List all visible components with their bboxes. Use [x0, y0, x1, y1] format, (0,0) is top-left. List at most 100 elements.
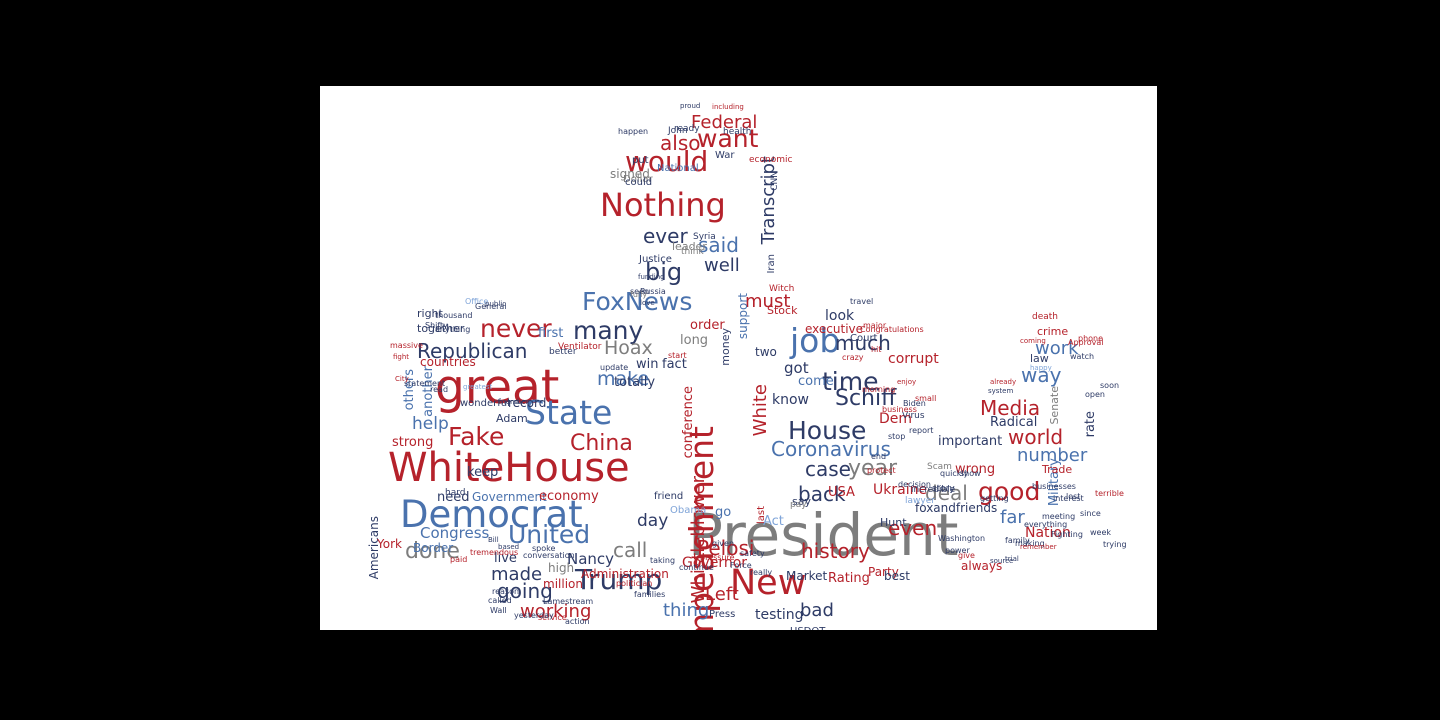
word-hard: hard	[445, 488, 466, 498]
word-going: going	[497, 579, 553, 603]
word-always: always	[961, 559, 1003, 573]
word-syria: Syria	[693, 232, 716, 242]
word-trade: Trade	[1042, 463, 1073, 476]
word-congratulations: Congratulations	[860, 325, 924, 334]
word-win: win	[636, 357, 659, 372]
word-better: better	[549, 347, 577, 357]
word-office: Office	[465, 297, 489, 306]
word-hit: hit	[871, 345, 882, 354]
word-open: open	[1085, 390, 1105, 399]
word-ventilator: Ventilator	[558, 342, 602, 352]
word-interest: interest	[1053, 494, 1084, 503]
word-thousand: thousand	[435, 311, 473, 320]
word-court: Court	[850, 333, 878, 344]
word-john: John	[668, 126, 688, 136]
word-business: business	[882, 405, 917, 414]
word-nation: Nation	[1025, 525, 1071, 541]
word-major: major	[863, 321, 887, 330]
word-big: big	[645, 258, 683, 286]
word-system: system	[988, 387, 1014, 395]
word-way: way	[1021, 363, 1062, 387]
word-pay: pay	[790, 500, 807, 510]
word-scam: Scam	[927, 462, 952, 472]
word-thing: thing	[663, 600, 710, 621]
word-making: making	[1015, 539, 1045, 548]
word-businesses: businesses	[1032, 482, 1076, 491]
word-time: time	[822, 367, 879, 396]
word-continue: continue	[679, 563, 714, 572]
word-end: end	[871, 452, 887, 461]
word-love: love	[640, 299, 655, 307]
word-live: live	[494, 551, 517, 566]
word-keep: keep	[467, 465, 499, 480]
word-coronavirus: Coronavirus	[771, 437, 891, 461]
word-pelosi: Pelosi	[697, 536, 755, 560]
word-even: even	[888, 516, 938, 540]
word-support: support	[736, 293, 750, 340]
word-general: General	[475, 302, 507, 311]
word-national: National	[657, 163, 699, 174]
word-right: right	[417, 307, 443, 320]
word-money: money	[719, 328, 732, 366]
word-need: need	[437, 490, 470, 505]
word-bill: Bill	[488, 536, 499, 544]
word-foxandfriends: foxandfriends	[915, 501, 998, 515]
word-two: two	[755, 345, 777, 359]
word-stock: Stock	[767, 304, 798, 317]
word-president: President	[688, 501, 959, 569]
word-wonderful: wonderful	[460, 398, 510, 409]
word-law: law	[1030, 352, 1049, 365]
word-left: Left	[705, 584, 739, 605]
word-iran: Iran	[766, 254, 777, 274]
word-united: United	[508, 520, 591, 549]
word-crazy: crazy	[842, 353, 864, 362]
word-remember: remember	[1020, 543, 1057, 551]
word-work: work	[1035, 338, 1079, 359]
word-really: really	[750, 568, 773, 577]
word-border: Border	[413, 541, 454, 555]
word-case: case	[805, 457, 851, 481]
word-terrible: terrible	[1095, 489, 1124, 498]
word-whitehouse: WhiteHouse	[388, 445, 630, 491]
word-could: could	[625, 177, 653, 188]
word-wall: Wall	[490, 606, 507, 615]
word-source: source	[990, 557, 1014, 565]
word-everything: everything	[1024, 520, 1068, 529]
word-would: would	[625, 145, 709, 178]
word-hunt: Hunt	[880, 516, 907, 529]
word-rating: Rating	[828, 571, 870, 586]
word-proud: proud	[680, 102, 701, 110]
word-also: also	[660, 131, 701, 155]
word-house: House	[788, 416, 867, 445]
word-service: service	[538, 613, 567, 622]
word-made: made	[491, 564, 543, 585]
word-protect: protect	[867, 466, 896, 475]
word-usa: USA	[828, 485, 855, 500]
word-funding: funding	[638, 273, 665, 281]
word-long: long	[680, 333, 709, 348]
word-economy: economy	[539, 489, 599, 504]
word-economic: economic	[749, 155, 793, 165]
word-biden: Biden	[903, 399, 926, 408]
word-said: said	[698, 233, 739, 257]
word-approval: Approval	[1068, 338, 1104, 347]
word-taking: taking	[650, 556, 676, 565]
word-public: public	[485, 300, 507, 308]
word-tremendous: tremendous	[470, 548, 519, 557]
word-last: last	[756, 506, 767, 525]
word-best: best	[884, 569, 910, 583]
word-reason: reason	[492, 587, 520, 596]
word-show: show	[960, 469, 981, 478]
word-adam: Adam	[496, 412, 528, 425]
word-great: great	[435, 360, 560, 415]
word-dem: Dem	[879, 411, 913, 427]
word-far: far	[1000, 507, 1025, 528]
word-media: Media	[980, 396, 1041, 420]
word-ever: ever	[643, 224, 688, 248]
word-act: Act	[763, 514, 784, 529]
word-cloud-canvas: President WhiteHouse great Democrat New Impea…	[320, 86, 1157, 630]
word-party: Party	[868, 565, 899, 579]
word-trump: Trump	[575, 563, 663, 596]
word-world: world	[1008, 425, 1064, 449]
word-bad: bad	[800, 600, 834, 621]
